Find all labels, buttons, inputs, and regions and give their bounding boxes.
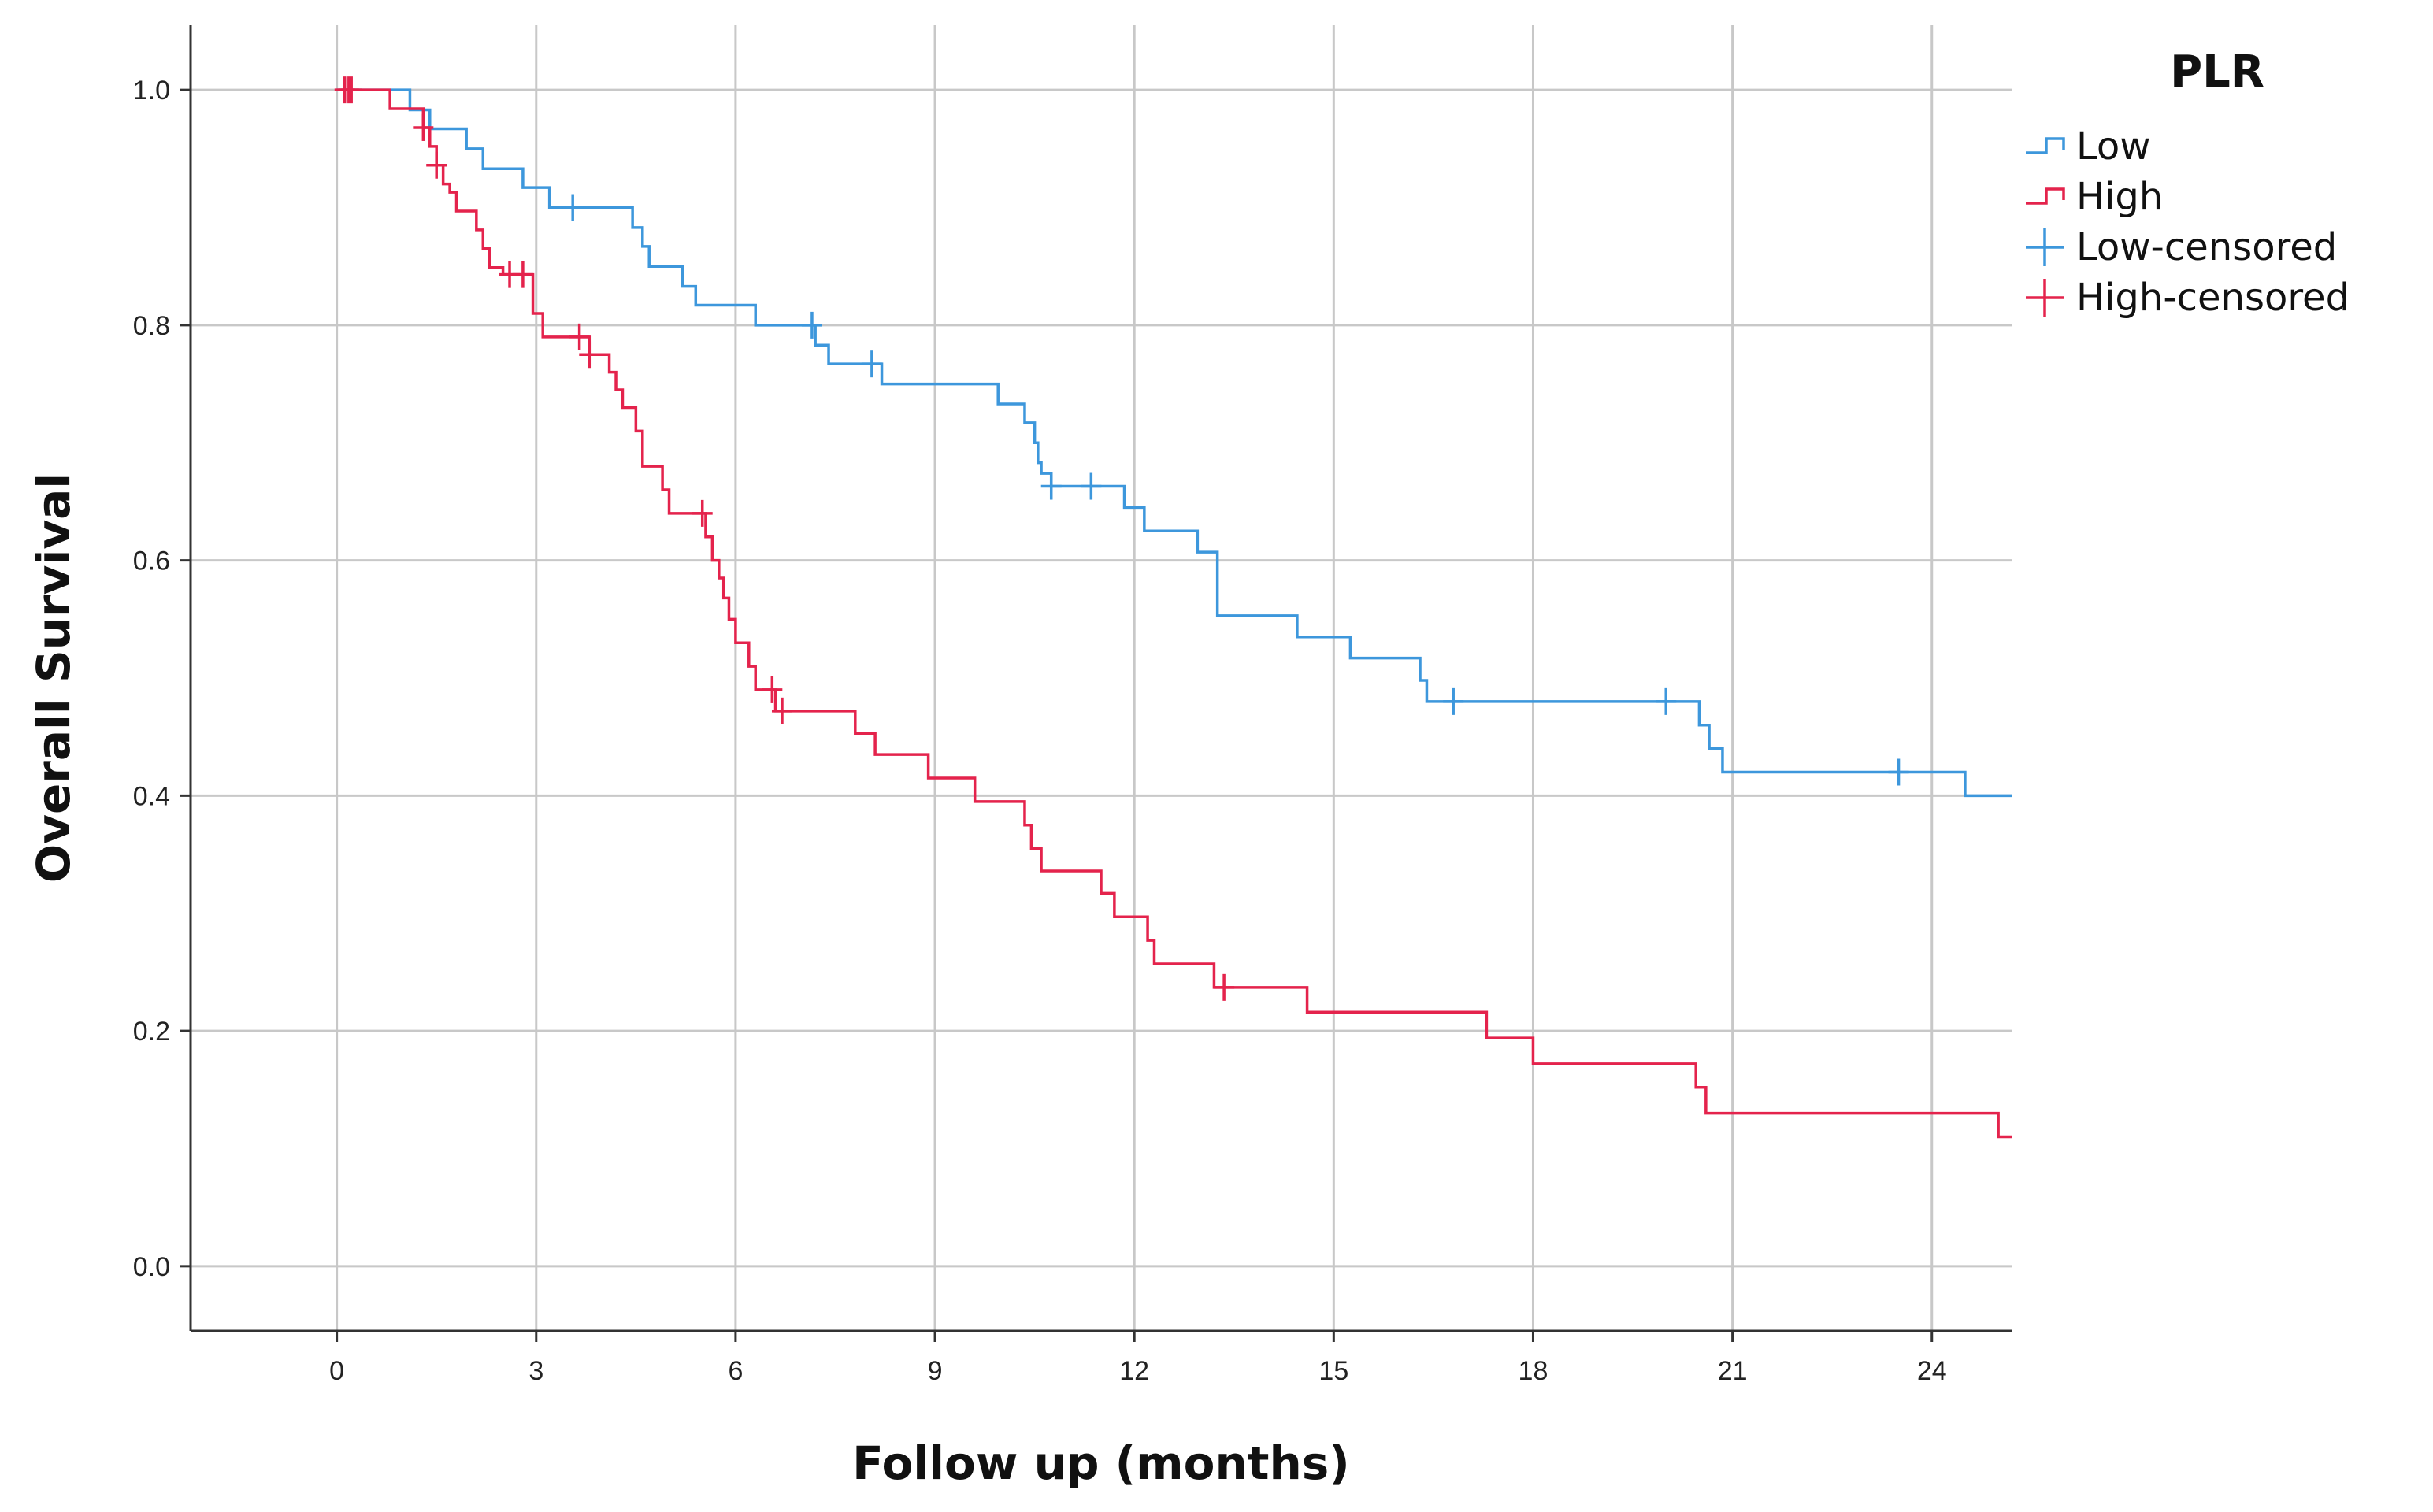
- censor-mark-high: [426, 151, 447, 179]
- y-axis-title: Overall Survival: [27, 473, 80, 883]
- y-tick-label: 0.8: [133, 311, 170, 341]
- x-tick-label: 12: [1119, 1356, 1149, 1386]
- censor-mark-high: [569, 323, 590, 350]
- x-tick-label: 24: [1917, 1356, 1947, 1386]
- legend-label: Low: [2076, 124, 2151, 169]
- x-tick-label: 6: [728, 1356, 743, 1386]
- legend-label: High: [2076, 175, 2163, 219]
- x-tick-label: 0: [329, 1356, 344, 1386]
- censor-mark-low: [1443, 687, 1464, 715]
- censor-mark-high: [692, 499, 713, 527]
- censor-mark-low: [1081, 472, 1102, 500]
- legend-item-high-censored: High-censored: [2026, 276, 2350, 320]
- x-tick-label: 18: [1519, 1356, 1548, 1386]
- axes: [189, 25, 2012, 1332]
- censor-mark-high: [512, 261, 533, 288]
- series-line-high: [336, 88, 2012, 1139]
- x-axis-title: Follow up (months): [852, 1436, 1350, 1490]
- legend: PLR Low High Low-censored High-censored: [2026, 46, 2350, 320]
- grid-lines: [191, 25, 2012, 1331]
- y-tick-label: 0.4: [133, 781, 170, 811]
- censor-mark-low: [801, 311, 822, 339]
- censor-mark-high: [762, 676, 783, 703]
- legend-item-high: High: [2026, 175, 2163, 219]
- y-tick-label: 0.6: [133, 547, 170, 576]
- legend-label: Low-censored: [2076, 225, 2337, 269]
- legend-title: PLR: [2170, 46, 2264, 98]
- censor-mark-high: [341, 76, 362, 104]
- y-tick-label: 0.0: [133, 1252, 170, 1282]
- censor-mark-high: [771, 697, 792, 724]
- x-tick-label: 15: [1318, 1356, 1348, 1386]
- censor-mark-low: [1888, 758, 1909, 786]
- tick-marks: 0 3 6 9 12 15 18 21 24 0.0 0.2 0.4 0.6 0.8 1.0: [133, 76, 1947, 1386]
- legend-step-symbol: [2026, 137, 2065, 154]
- censor-marks: [334, 76, 1909, 1001]
- legend-item-low-censored: Low-censored: [2026, 225, 2337, 269]
- censor-mark-high: [1214, 973, 1235, 1001]
- x-tick-label: 9: [928, 1356, 943, 1386]
- censor-mark-low: [1656, 687, 1677, 715]
- censor-mark-high: [579, 341, 600, 369]
- censor-mark-low: [562, 194, 584, 221]
- x-tick-label: 21: [1718, 1356, 1748, 1386]
- censor-mark-low: [861, 350, 882, 378]
- x-tick-label: 3: [529, 1356, 543, 1386]
- censor-mark-high: [413, 113, 434, 141]
- legend-step-symbol: [2026, 187, 2065, 205]
- y-tick-label: 0.2: [133, 1017, 170, 1047]
- legend-item-low: Low: [2026, 124, 2151, 169]
- censor-mark-low: [1040, 472, 1062, 500]
- series-line-low: [336, 88, 2012, 798]
- series-lines: [336, 88, 2012, 1139]
- y-tick-label: 1.0: [133, 76, 170, 106]
- legend-label: High-censored: [2076, 276, 2350, 320]
